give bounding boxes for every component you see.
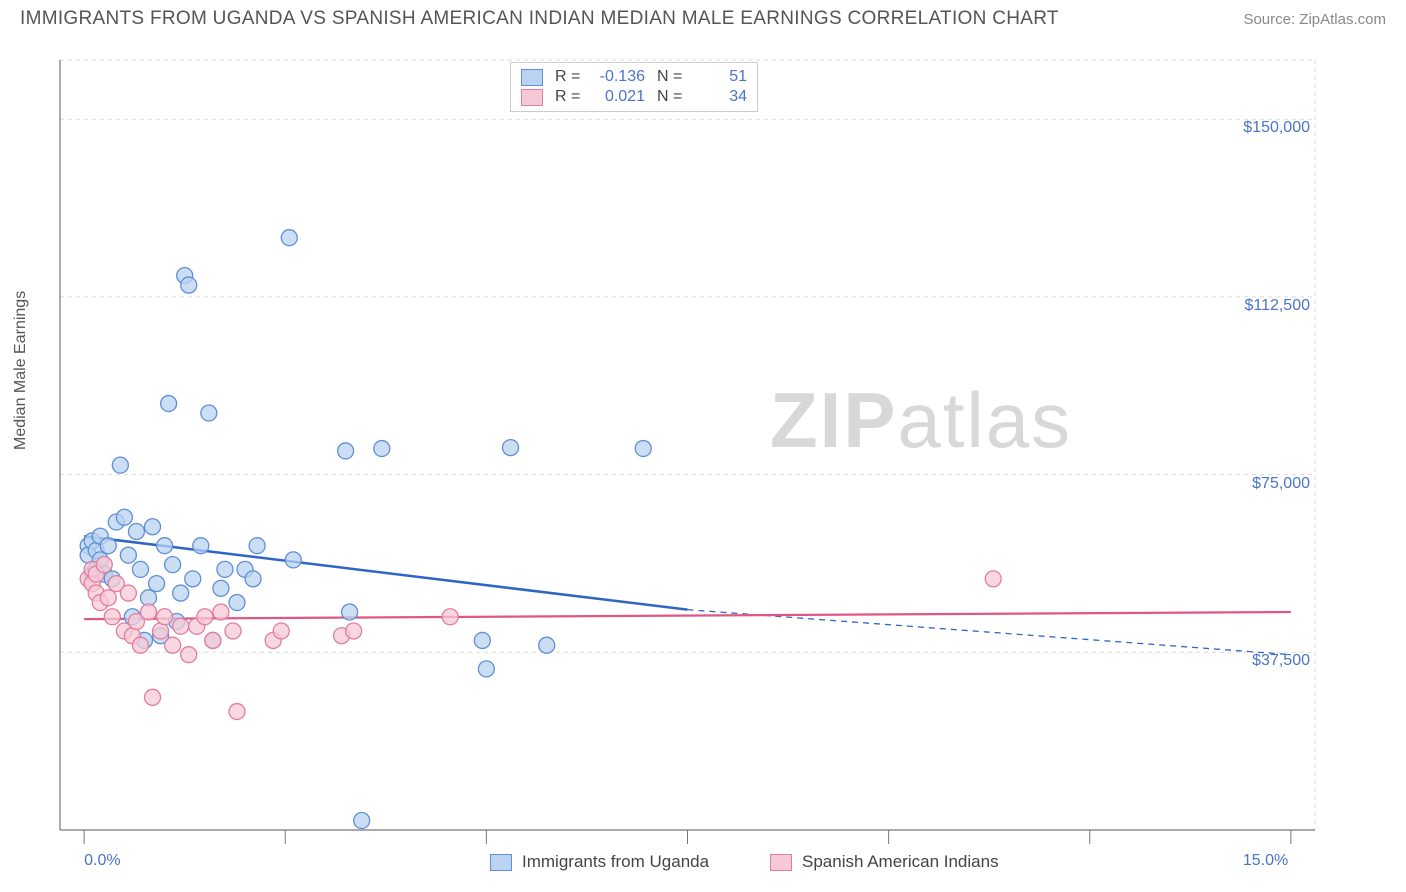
source-label: Source: ZipAtlas.com	[1243, 11, 1386, 28]
scatter-chart-svg	[50, 50, 1390, 890]
swatch-spanish_ai	[770, 854, 792, 871]
n-label: N =	[657, 68, 691, 86]
y-tick-label: $150,000	[1243, 119, 1310, 137]
y-axis-label: Median Male Earnings	[12, 291, 30, 450]
legend-label-uganda: Immigrants from Uganda	[522, 852, 709, 872]
y-tick-label: $112,500	[1244, 297, 1310, 315]
chart-title: IMMIGRANTS FROM UGANDA VS SPANISH AMERIC…	[20, 8, 1059, 30]
stats-legend: R = -0.136 N = 51 R = 0.021 N = 34	[510, 62, 758, 112]
r-label: R =	[555, 68, 589, 86]
n-value-uganda: 51	[691, 68, 747, 86]
legend-item-spanish_ai: Spanish American Indians	[770, 852, 999, 872]
x-tick-label-min: 0.0%	[84, 852, 120, 870]
r-label: R =	[555, 88, 589, 106]
swatch-uganda	[521, 69, 543, 86]
stats-legend-row-uganda: R = -0.136 N = 51	[521, 67, 747, 87]
n-value-spanish_ai: 34	[691, 88, 747, 106]
swatch-uganda	[490, 854, 512, 871]
r-value-spanish_ai: 0.021	[589, 88, 645, 106]
legend-label-spanish_ai: Spanish American Indians	[802, 852, 999, 872]
swatch-spanish_ai	[521, 89, 543, 106]
r-value-uganda: -0.136	[589, 68, 645, 86]
stats-legend-row-spanish_ai: R = 0.021 N = 34	[521, 87, 747, 107]
x-tick-label-max: 15.0%	[1243, 852, 1288, 870]
n-label: N =	[657, 88, 691, 106]
chart-area: Median Male Earnings ZIPatlas R = -0.136…	[50, 50, 1390, 840]
legend-item-uganda: Immigrants from Uganda	[490, 852, 709, 872]
y-tick-label: $75,000	[1252, 475, 1310, 493]
y-tick-label: $37,500	[1252, 652, 1310, 670]
